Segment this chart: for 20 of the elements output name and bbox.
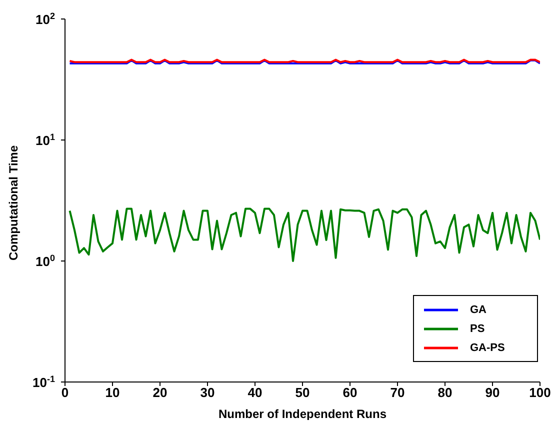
legend-label: GA [470, 304, 486, 316]
y-tick-label: 10$^{2}$ [36, 11, 55, 27]
legend-label: PS [470, 322, 485, 334]
x-tick-label: 10 [105, 385, 120, 400]
x-tick-label: 0 [61, 385, 69, 400]
x-tick-label: 70 [390, 385, 405, 400]
y-tick-label: 10$^{1}$ [36, 132, 55, 148]
legend-label: GA-PS [470, 342, 505, 354]
y-tick-label: 10$^{0}$ [36, 253, 55, 269]
x-tick-label: 40 [248, 385, 262, 400]
x-tick-label: 30 [200, 385, 215, 400]
x-tick-label: 100 [529, 385, 551, 400]
x-tick-label: 60 [342, 385, 358, 400]
y-axis-title: Computational Time [6, 145, 20, 260]
y-tick-label: 10$^{-1}$ [32, 374, 55, 390]
line-series [68, 208, 540, 262]
x-tick-label: 50 [295, 385, 310, 400]
x-tick-label: 20 [152, 385, 168, 400]
x-tick-label: 90 [485, 385, 500, 400]
x-tick-label: 80 [438, 385, 452, 400]
